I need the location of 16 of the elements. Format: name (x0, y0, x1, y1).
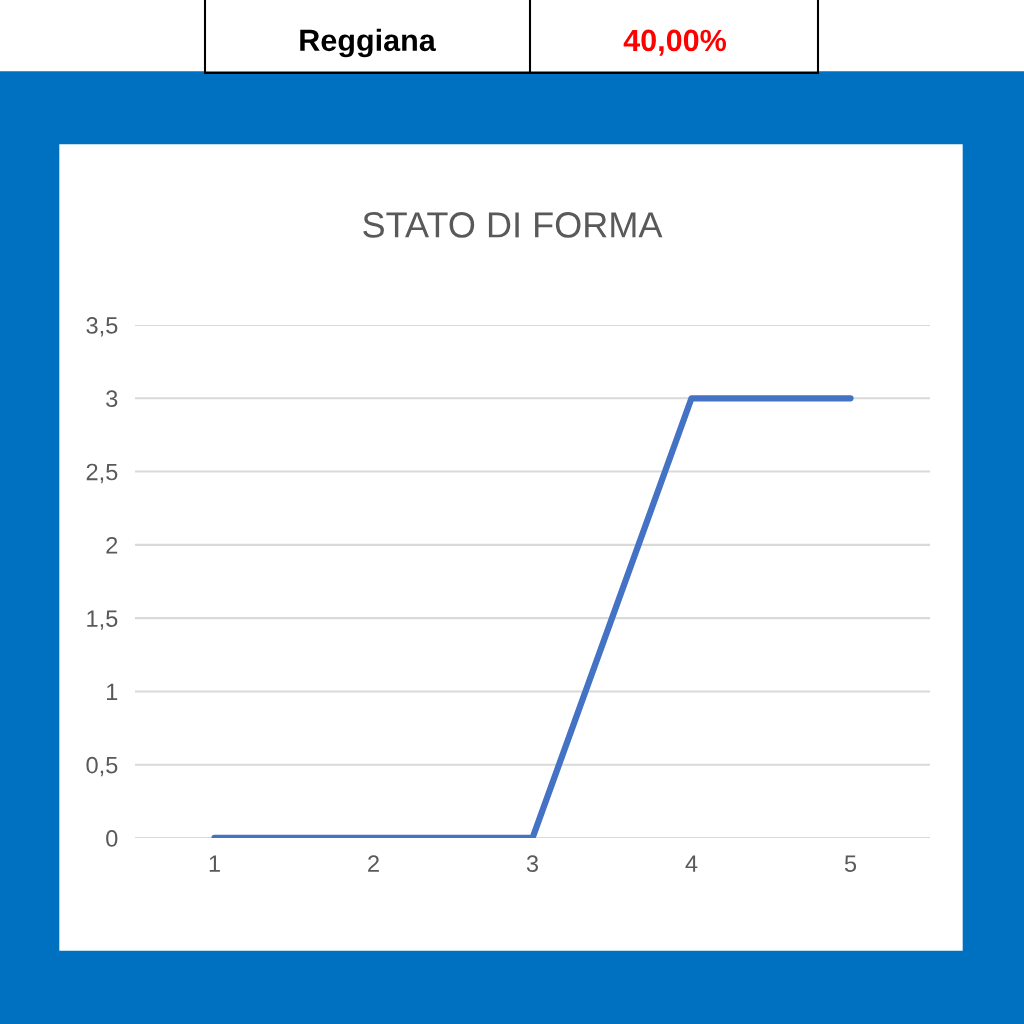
y-tick-label: 0,5 (86, 756, 118, 777)
x-tick-label: 1 (209, 855, 220, 872)
y-tick-label: 1,5 (87, 610, 118, 630)
text: 40,00% (623, 29, 727, 56)
y-tick-label: 1 (107, 683, 118, 700)
y-tick-label: 3 (106, 390, 118, 408)
x-tick-label: 5 (844, 855, 857, 873)
y-tick-label: 0 (106, 830, 118, 847)
y-tick-label: 2,5 (86, 463, 118, 484)
x-tick-label: 4 (685, 855, 698, 872)
y-tick-label: 2 (106, 536, 118, 554)
text: Reggiana (300, 28, 436, 58)
x-tick-label: 3 (526, 855, 539, 873)
x-tick-label: 2 (368, 855, 379, 872)
y-tick-label: 3,5 (86, 317, 118, 337)
chart-title: STATO DI FORMA (363, 212, 663, 238)
